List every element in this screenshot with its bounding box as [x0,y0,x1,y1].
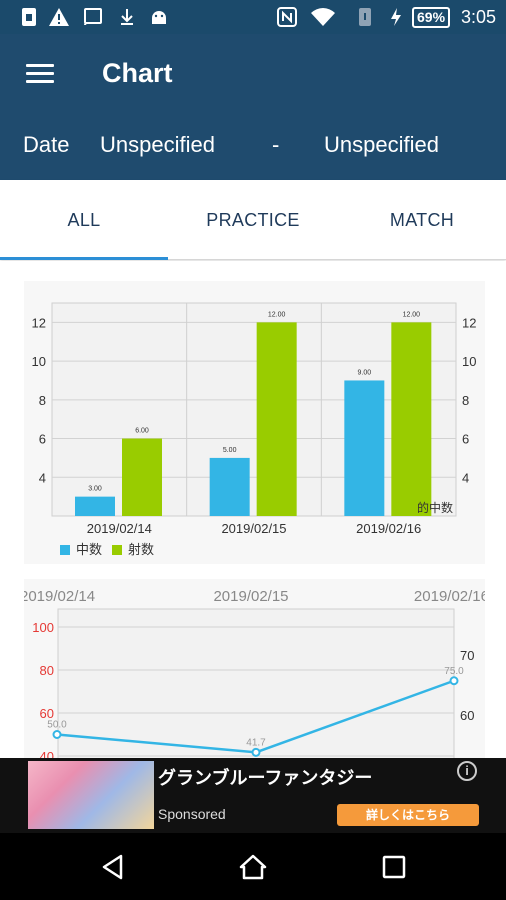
corner-label: 的中数 [417,500,453,515]
x-tick-label: 2019/02/14 [87,521,152,536]
battery-indicator: 69% [412,7,451,28]
data-point [449,676,459,686]
ad-cta-button[interactable]: 詳しくはこちら [337,804,479,826]
tab-match[interactable]: MATCH [389,210,455,230]
home-icon[interactable] [239,853,267,881]
clock: 3:05 [460,7,496,27]
tab-all[interactable]: ALL [0,180,168,260]
cast-icon [84,8,102,26]
legend-label: 中数 [76,542,102,557]
bar-value-label: 6.00 [135,428,149,435]
ad-sponsored-label: Sponsored [158,806,226,822]
point-value-label: 75.0 [444,666,464,677]
sim-card-icon [22,8,36,26]
back-icon[interactable] [99,853,127,881]
warning-icon [49,8,69,26]
y-tick-left: 8 [39,393,46,408]
x-tick-label: 2019/02/16 [356,521,421,536]
y-tick-left: 4 [39,470,46,485]
navigation-bar [0,833,506,900]
bar [75,496,115,516]
bar-value-label: 12.00 [268,311,286,318]
y-tick-left: 12 [32,315,46,330]
point-value-label: 41.7 [246,737,266,748]
recents-icon[interactable] [380,853,408,881]
y-tick-left: 100 [32,620,54,635]
bar [209,457,250,516]
android-icon [152,11,166,24]
chart-scroll-area[interactable]: 4 6 8 10 12 4 6 8 10 12 3.00 6.00 2019/02/14 5.00 12.0… [0,261,506,758]
x-tick-label: 2019/02/14 [24,588,95,605]
legend-swatch [112,545,122,555]
download-icon [121,9,133,25]
start-date-button[interactable]: Unspecified [100,132,215,157]
charging-icon [391,8,401,26]
app-bar: Chart Date Unspecified - Unspecified [0,34,506,180]
bar [391,322,432,516]
tab-practice[interactable]: PRACTICE [206,210,300,230]
wifi-icon [311,8,335,26]
y-tick-right: 10 [462,354,476,369]
menu-icon[interactable] [26,64,54,84]
bar [344,380,385,516]
x-tick-label: 2019/02/15 [213,588,288,605]
bar [256,322,297,516]
plot-area [57,608,455,758]
y-tick-right: 70 [460,648,474,663]
ad-banner[interactable]: グランブルーファンタジー Sponsored 詳しくはこちら i [0,758,506,833]
bar-chart: 4 6 8 10 12 4 6 8 10 12 3.00 6.00 2019/02/14 5.00 12.0… [32,302,476,557]
bar-value-label: 9.00 [358,369,372,376]
y-tick-right: 12 [462,315,476,330]
y-tick-right: 4 [462,470,469,485]
date-separator: - [272,132,280,157]
end-date-button[interactable]: Unspecified [324,132,439,157]
bar [122,438,162,516]
bar-chart-card: 4 6 8 10 12 4 6 8 10 12 3.00 6.00 2019/02/14 5.00 12.0… [24,281,485,564]
line-chart-card: 40 60 80 100 60 70 2019/02/14 2019/02/15 2019/02… [20,579,489,758]
y-tick-left: 60 [40,706,54,721]
x-tick-label: 2019/02/16 [414,588,485,605]
legend-swatch [60,545,70,555]
bar-value-label: 3.00 [88,486,102,493]
y-tick-right: 8 [462,393,469,408]
y-tick-left: 10 [32,354,46,369]
x-tick-label: 2019/02/15 [221,521,286,536]
bar-value-label: 5.00 [223,447,237,454]
date-label: Date [23,132,70,157]
status-bar: 69% 3:05 [0,0,506,34]
page-title: Chart [102,58,173,88]
ad-image[interactable] [28,761,154,829]
data-point [52,730,62,739]
plot-area [51,302,457,517]
y-tick-right: 6 [462,432,469,447]
tab-bar: ALL PRACTICE MATCH [0,180,506,260]
bar-value-label: 12.00 [403,311,421,318]
line-chart: 40 60 80 100 60 70 2019/02/14 2019/02/15 2019/02… [20,588,489,758]
ad-info-icon[interactable]: i [457,761,477,781]
y-tick-left: 6 [39,432,46,447]
legend-label: 射数 [128,542,154,557]
y-tick-right: 60 [460,708,474,723]
y-tick-left: 40 [40,749,54,758]
y-tick-left: 80 [40,663,54,678]
data-point [251,747,261,757]
point-value-label: 50.0 [47,720,67,731]
signal-icon [359,8,371,26]
ad-title[interactable]: グランブルーファンタジー [158,768,373,788]
nfc-icon [277,7,297,27]
